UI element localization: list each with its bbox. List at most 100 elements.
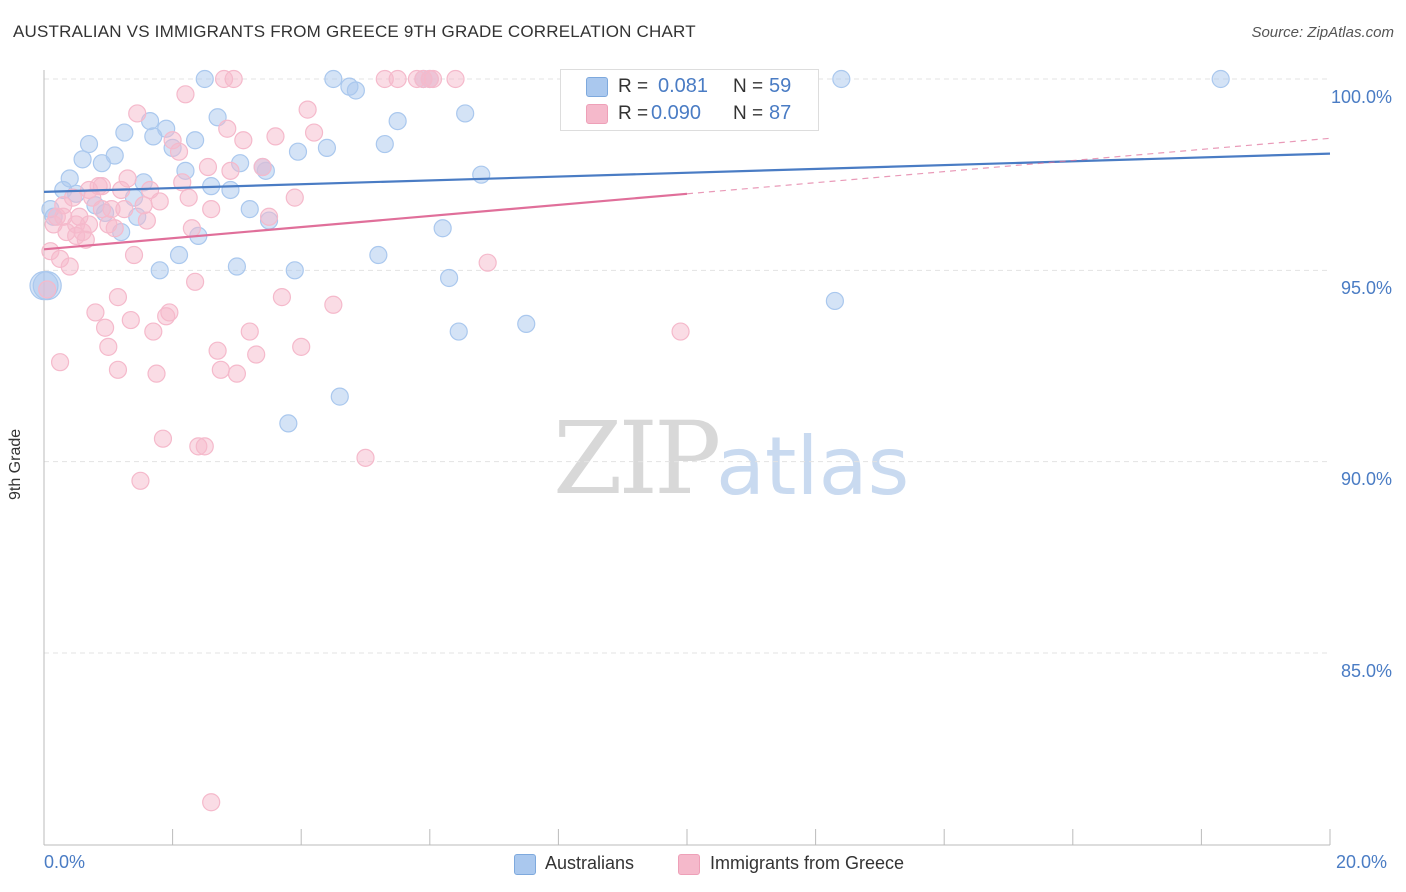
australians-point	[195, 69, 214, 89]
greece-point	[227, 364, 246, 383]
australians-point	[330, 387, 349, 406]
greece-point	[95, 318, 115, 337]
greece-point	[153, 429, 173, 448]
greece-point	[234, 131, 253, 150]
greece-point	[179, 188, 198, 207]
greece-point	[128, 104, 147, 123]
greece-point	[108, 288, 128, 307]
greece-point	[211, 360, 230, 379]
greece-point	[198, 157, 218, 177]
greece-point	[202, 200, 221, 219]
x-tick-label: 20.0%	[1336, 852, 1388, 872]
greece-point	[247, 345, 266, 364]
greece-point	[150, 192, 169, 211]
legend-swatch-greece	[678, 854, 700, 875]
stats-legend: R = 0.081 N = 59 R = 0.090 N = 87	[560, 69, 819, 131]
australians-point	[150, 261, 169, 280]
australians-point	[288, 142, 308, 161]
greece-point	[108, 360, 128, 379]
australians-point	[439, 268, 459, 288]
australians-point	[186, 131, 205, 150]
greece-point	[186, 272, 205, 291]
greece-point	[292, 337, 311, 356]
greece-point	[50, 353, 70, 372]
greece-point	[134, 196, 153, 215]
greece-point	[298, 100, 317, 119]
greece-point	[478, 253, 497, 272]
australians-point	[169, 245, 189, 265]
greece-point	[63, 188, 83, 207]
australians-point	[825, 291, 844, 311]
australians-point	[433, 219, 452, 238]
greece-point	[121, 310, 140, 330]
greece-point	[671, 322, 690, 341]
greece-point	[169, 142, 189, 161]
greece-point	[218, 119, 237, 138]
australians-point	[346, 81, 365, 100]
greece-point	[124, 245, 144, 265]
n-value: 59	[769, 75, 792, 97]
legend-label-australians: Australians	[545, 853, 635, 873]
greece-point	[79, 215, 99, 234]
greece-point	[208, 341, 227, 360]
legend-swatch-greece	[586, 104, 608, 124]
r-value: 0.090	[651, 102, 702, 124]
greece-point	[304, 123, 324, 142]
greece-point	[144, 322, 163, 341]
australians-point	[456, 104, 475, 123]
australians-point	[388, 111, 407, 131]
greece-point	[202, 793, 221, 812]
greece-trendline	[43, 192, 688, 251]
greece-point	[50, 249, 70, 268]
greece-point	[147, 364, 166, 383]
greece-point	[224, 69, 243, 89]
greece-point	[423, 69, 443, 89]
australians-point	[73, 150, 92, 169]
greece-point	[131, 471, 150, 490]
greece-point	[99, 337, 118, 356]
n-label: N =	[733, 76, 764, 97]
chart-title: AUSTRALIAN VS IMMIGRANTS FROM GREECE 9TH…	[13, 22, 696, 41]
australians-point	[1211, 69, 1230, 89]
greece-point	[195, 437, 214, 456]
x-tick-label: 0.0%	[44, 852, 86, 872]
r-value: 0.081	[658, 75, 709, 97]
australians-point	[375, 134, 394, 154]
australians-point	[517, 314, 536, 334]
australians-point	[285, 261, 304, 280]
legend-swatch-australians	[514, 854, 536, 875]
greece-point	[160, 303, 179, 322]
australians-point	[115, 123, 134, 142]
greece-point	[38, 280, 57, 299]
australians-point	[79, 134, 99, 154]
watermark-atlas: atlas	[716, 420, 910, 513]
greece-point	[253, 157, 272, 177]
watermark-zip: ZIP	[553, 400, 721, 517]
r-label: R =	[618, 103, 649, 124]
greece-point	[118, 169, 137, 188]
greece-point	[176, 85, 195, 104]
australians-point	[832, 69, 851, 89]
greece-point	[324, 295, 343, 314]
greece-point	[182, 219, 201, 238]
greece-point	[240, 322, 259, 341]
n-label: N =	[733, 103, 764, 124]
greece-point	[266, 127, 285, 146]
greece-point	[115, 200, 134, 219]
australians-point	[279, 414, 298, 433]
australians-point	[227, 257, 246, 276]
greece-point	[221, 161, 240, 180]
greece-point	[137, 211, 156, 230]
greece-point	[54, 207, 73, 226]
australians-point	[105, 146, 124, 165]
greece-point	[67, 226, 86, 245]
greece-point	[272, 288, 292, 307]
y-tick-label: 90.0%	[1340, 469, 1392, 489]
y-tick-label: 100.0%	[1330, 87, 1392, 107]
greece-point	[86, 303, 105, 322]
australians-trendline	[43, 152, 1331, 193]
greece-point	[388, 69, 407, 89]
australians-point	[60, 169, 79, 188]
n-value: 87	[769, 102, 792, 124]
